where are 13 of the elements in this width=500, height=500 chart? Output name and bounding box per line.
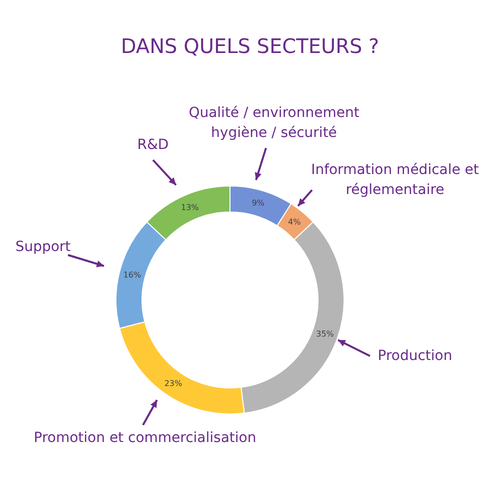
slice-label: Qualité / environnement hygiène / sécurité bbox=[188, 104, 360, 143]
data-label: 9% bbox=[252, 198, 265, 208]
data-label: 35% bbox=[316, 330, 334, 339]
slice-label: Production bbox=[376, 347, 454, 366]
data-label: 16% bbox=[123, 270, 142, 280]
data-label: 13% bbox=[180, 202, 200, 212]
slice-label: Promotion et commercialisation bbox=[32, 429, 258, 448]
slice-label: R&D bbox=[136, 136, 170, 155]
data-label: 23% bbox=[164, 379, 183, 388]
data-label: 4% bbox=[288, 218, 302, 227]
chart-title: DANS QUELS SECTEURS ? bbox=[120, 34, 380, 58]
slice-label: Support bbox=[14, 238, 72, 257]
slice-label: Information médicale et réglementaire bbox=[310, 161, 480, 200]
